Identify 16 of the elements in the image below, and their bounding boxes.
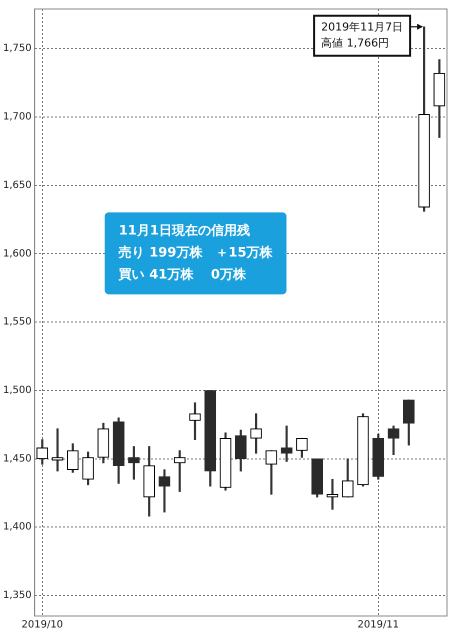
y-tick-label: 1,500 [2, 385, 32, 396]
y-tick-label: 1,700 [2, 112, 32, 123]
y-tick-label: 1,550 [2, 316, 32, 328]
x-tick-label: 2019/11 [358, 620, 400, 631]
y-tick-label: 1,750 [2, 43, 32, 54]
x-tick-label: 2019/10 [21, 620, 64, 631]
annotation: 売り 199万株 ＋15万株 [118, 246, 274, 261]
candlestick [174, 450, 186, 492]
y-tick-label: 1,650 [2, 180, 32, 191]
y-tick-label: 1,400 [2, 522, 32, 533]
annotation: 買い 41万株 0万株 [118, 268, 247, 283]
y-tick-label: 1,450 [2, 453, 32, 464]
y-tick-label: 1,600 [2, 248, 32, 260]
annotation: 11月1日現在の信用残 [118, 224, 250, 239]
annotation: 2019年11月7日高値 1,766円 [321, 20, 404, 50]
y-tick-label: 1,350 [2, 590, 32, 602]
